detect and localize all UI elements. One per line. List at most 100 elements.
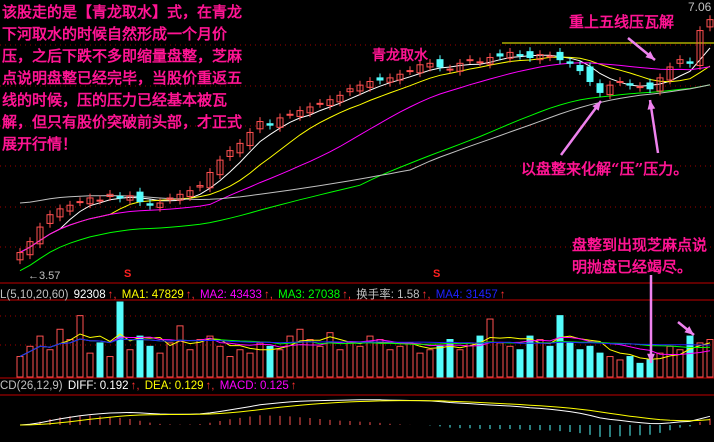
macd-indicator-name: CD(26,12,9) xyxy=(0,380,63,392)
up-arrow-icon: ↑, xyxy=(205,380,215,392)
candle-body xyxy=(626,83,634,86)
up-arrow-icon: ↑, xyxy=(130,380,140,392)
candle-body xyxy=(706,19,714,28)
up-arrow-icon: ↑, xyxy=(185,289,195,301)
volume-bar xyxy=(486,318,494,378)
candle-body xyxy=(376,77,384,81)
volume-bar xyxy=(246,352,254,378)
volume-bar xyxy=(586,345,594,378)
volume-bar xyxy=(656,352,664,378)
arrow-head-icon xyxy=(645,51,655,60)
candle-body xyxy=(436,59,444,68)
annotation-line: 明抛盘已经竭尽。 xyxy=(572,258,693,276)
candle-body xyxy=(396,73,404,81)
candle-body xyxy=(646,82,654,90)
candle-body xyxy=(356,84,364,92)
arrow-icon xyxy=(559,100,603,156)
candle-body xyxy=(216,159,224,176)
candle-body xyxy=(336,94,344,103)
candle-body xyxy=(236,142,244,154)
volume-bar xyxy=(106,356,114,378)
volume-bar xyxy=(686,335,694,378)
volume-bar xyxy=(326,332,334,378)
arrow-head-icon xyxy=(592,101,601,111)
macd-header: CD(26,12,9) DIFF: 0.192 ↑, DEA: 0.129 ↑, M… xyxy=(0,380,298,392)
candle-body xyxy=(146,203,154,206)
up-arrow-icon: ↑, xyxy=(107,289,117,301)
volume-bar xyxy=(136,335,144,378)
candle-body xyxy=(116,195,124,199)
signal-marker: S xyxy=(124,268,132,280)
volume-bar xyxy=(536,339,544,378)
volume-bar xyxy=(186,349,194,378)
volume-bar xyxy=(616,359,624,378)
price-ma5-line xyxy=(19,47,711,253)
candle-body xyxy=(276,117,284,128)
annotation-line: 压，之后下跌不多即缩量盘整，芝麻 xyxy=(2,47,243,65)
price-ma120-line xyxy=(19,84,711,204)
volume-bar xyxy=(236,349,244,378)
volume-bar xyxy=(546,345,554,378)
candle-body xyxy=(326,99,334,107)
volume-bar xyxy=(176,325,184,378)
candle-body xyxy=(126,195,134,201)
pattern-label: 青龙取水 xyxy=(372,48,428,64)
volume-bar xyxy=(36,335,44,378)
annotation-line: 该股走的是【青龙取水】式，在青龙 xyxy=(2,3,243,21)
volume-bar xyxy=(86,352,94,378)
candle-body xyxy=(466,59,474,62)
high-price-label: 7.06 xyxy=(688,0,712,14)
volume-bar xyxy=(166,342,174,378)
candle-body xyxy=(26,241,34,256)
candle-body xyxy=(386,77,394,83)
candle-body xyxy=(346,88,354,93)
volume-bar xyxy=(276,349,284,378)
volume-bar xyxy=(396,345,404,378)
annotation-line: 点说明盘整已经完毕，当股价重返五 xyxy=(2,69,243,87)
vol-value: 92308 xyxy=(73,289,106,301)
volume-bar xyxy=(416,352,424,378)
candle-body xyxy=(666,66,674,81)
low-price-label: ←3.57 xyxy=(28,270,61,282)
volume-bar xyxy=(596,352,604,378)
candle-body xyxy=(226,150,234,157)
candle-body xyxy=(306,106,314,114)
volume-bar xyxy=(566,342,574,378)
volume-bar xyxy=(216,345,224,378)
arrow-head-icon xyxy=(647,353,655,363)
candle-body xyxy=(586,66,594,83)
candle-body xyxy=(676,59,684,64)
candle-body xyxy=(616,81,624,84)
candle-body xyxy=(256,121,264,130)
candle-body xyxy=(456,62,464,72)
candle-body xyxy=(46,214,54,224)
candle-body xyxy=(486,56,494,65)
volume-bar xyxy=(446,339,454,378)
turnover-rate: 换手率: 1.58 xyxy=(356,289,420,301)
volume-bar xyxy=(46,349,54,378)
arrow-head-icon xyxy=(647,100,656,110)
candle-body xyxy=(606,84,614,96)
annotation-line: 下河取水的时候自然形成一个月价 xyxy=(2,25,228,43)
volume-bar xyxy=(206,335,214,378)
candle-body xyxy=(576,64,584,72)
price-ma60-line xyxy=(19,84,711,272)
candle-body xyxy=(136,191,144,203)
volume-bar xyxy=(436,345,444,378)
candle-body xyxy=(536,54,544,61)
volume-bar xyxy=(226,356,234,378)
annotation-line: 展开行情！ xyxy=(2,135,78,153)
vol-ma2: MA2: 43433 xyxy=(199,289,262,301)
candle-body xyxy=(316,102,324,105)
candle-body xyxy=(366,81,374,88)
volume-bar xyxy=(626,356,634,378)
candle-body xyxy=(246,131,254,147)
volume-bar xyxy=(556,315,564,378)
candle-body xyxy=(296,110,304,117)
macd-value: MACD: 0.125 xyxy=(219,380,289,392)
candle-body xyxy=(596,83,604,93)
vol-ma3: MA3: 27038 xyxy=(278,289,341,301)
candle-body xyxy=(546,55,554,58)
